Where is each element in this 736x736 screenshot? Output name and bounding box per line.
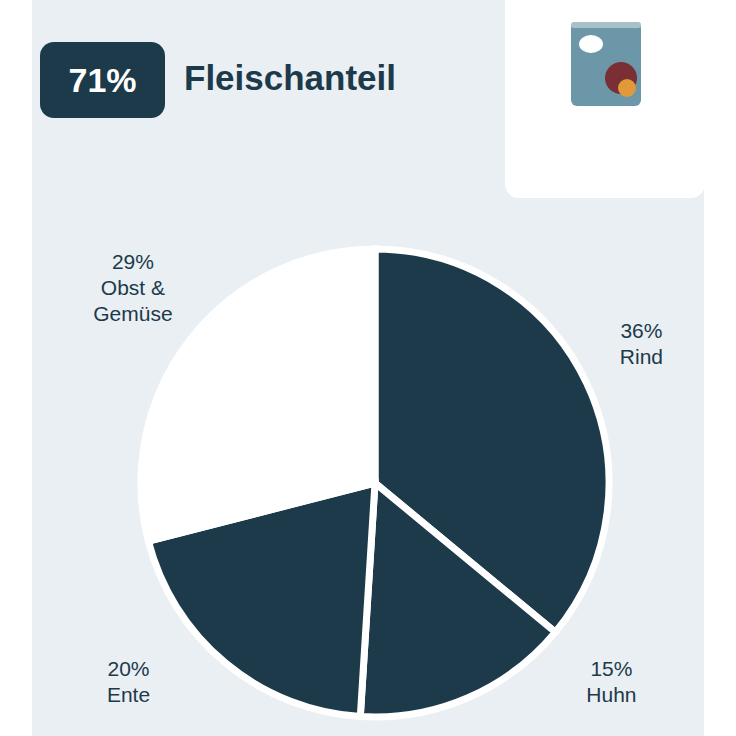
html-text:Fleischanteil: Fleischanteil bbox=[184, 58, 396, 97]
html-text:71%: 71% bbox=[68, 60, 137, 99]
svg-text:15%Huhn: 15%Huhn bbox=[586, 657, 636, 706]
svg-text:29%Obst &Gemüse: 29%Obst &Gemüse bbox=[93, 250, 172, 325]
svg-text:20%Ente: 20%Ente bbox=[107, 657, 150, 706]
svg-text:36%Rind: 36%Rind bbox=[620, 319, 663, 368]
